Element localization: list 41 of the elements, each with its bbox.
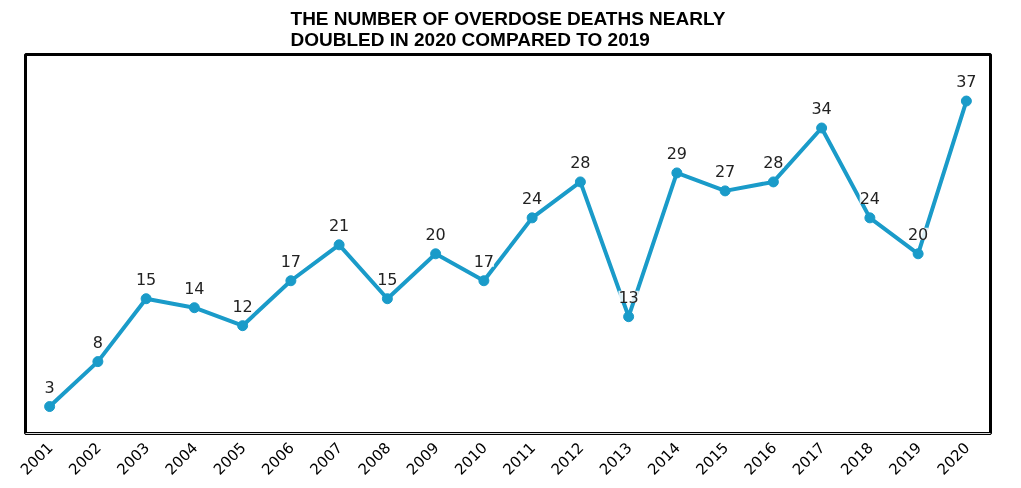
point [237,320,249,332]
data-label: 13 [618,287,639,307]
data-label: 15 [377,269,398,289]
data-label: 8 [92,332,103,352]
point [623,311,635,323]
point [912,248,924,260]
point [44,401,56,413]
point [333,239,345,251]
data-label: 17 [280,251,302,271]
data-label: 37 [956,72,977,92]
point [430,248,442,260]
data-label: 24 [859,188,881,208]
point [960,95,972,107]
data-label: 27 [714,161,736,181]
point [767,176,779,188]
point [188,302,200,314]
point [816,122,828,134]
point [92,356,104,368]
data-label: 24 [521,188,543,208]
data-label: 28 [763,152,784,172]
data-label: 14 [184,278,205,298]
point [285,275,297,287]
point [671,167,683,179]
data-label: 34 [811,99,832,118]
point [381,293,393,305]
data-label: 28 [570,152,591,172]
point [574,176,586,188]
point [719,185,731,197]
data-label: 20 [907,224,929,244]
data-label: 29 [666,143,688,163]
data-label: 3 [44,377,55,397]
data-label: 17 [473,251,495,271]
data-label: 15 [135,269,157,289]
point [478,275,490,287]
data-label: 20 [425,224,446,244]
data-label: 12 [232,296,253,316]
point [864,212,876,224]
chart-title: THE NUMBER OF OVERDOSE DEATHS NEARLY DOUBLED IN 2020 COMPARED TO 2019 [290,7,726,50]
point [140,293,152,305]
point [526,212,538,224]
data-label: 21 [328,215,350,235]
